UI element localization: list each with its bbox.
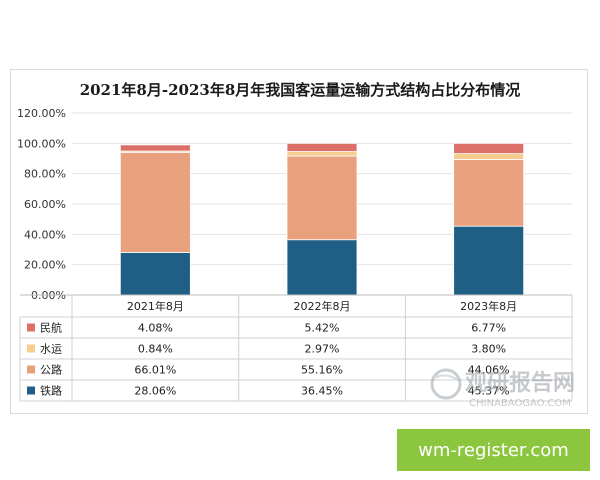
data-label: 4.08% [138, 322, 173, 335]
data-label: 44.06% [468, 364, 510, 377]
data-label: 55.16% [301, 364, 343, 377]
bar-segment [119, 144, 191, 152]
data-label: 45.37% [468, 385, 510, 398]
y-tick-label: 60.00% [24, 198, 66, 211]
legend-swatch [27, 344, 35, 353]
y-tick-label: 40.00% [24, 228, 66, 241]
legend-swatch [27, 323, 35, 332]
bar-segment [453, 158, 525, 227]
y-axis-ticks: 0.00%20.00%40.00%60.00%80.00%100.00%120.… [17, 107, 66, 302]
y-tick-label: 100.00% [17, 137, 66, 150]
series-name: 公路 [40, 364, 62, 377]
data-label: 36.45% [301, 385, 343, 398]
data-label: 2.97% [305, 343, 340, 356]
legend-swatch [27, 365, 35, 374]
watermark-banner: wm-register.com [397, 429, 590, 471]
watermark-logo-sub: CHINABAOGAO.COM [469, 398, 571, 409]
bar-segment [453, 225, 525, 296]
bars [119, 142, 525, 296]
bar-segment [119, 252, 191, 296]
data-label: 3.80% [471, 343, 506, 356]
series-name: 铁路 [40, 385, 62, 398]
bar-segment [453, 142, 525, 155]
series-name: 民航 [40, 321, 62, 335]
category-label: 2021年8月 [127, 299, 184, 313]
bar-segment [286, 239, 358, 296]
bar-segment [453, 153, 525, 160]
data-label: 0.84% [138, 343, 173, 356]
data-label: 6.77% [471, 322, 506, 335]
watermark-globe-icon [430, 368, 462, 400]
bar-segment [286, 155, 358, 241]
chart-title: 2021年8月-2023年8月年我国客运量运输方式结构占比分布情况 [80, 81, 521, 99]
data-label: 66.01% [134, 364, 176, 377]
category-label: 2022年8月 [294, 299, 351, 313]
y-tick-label: 120.00% [17, 107, 66, 120]
watermark-logo: 观研报告网 CHINABAOGAO.COM [430, 368, 575, 409]
watermark-banner-text: wm-register.com [418, 439, 569, 461]
data-label: 28.06% [134, 385, 176, 398]
series-name: 水运 [40, 343, 62, 356]
y-tick-label: 20.00% [24, 259, 66, 272]
bar-segment [286, 142, 358, 152]
data-label: 5.42% [305, 322, 340, 335]
bar-segment [119, 151, 191, 253]
watermark-logo-text: 观研报告网 [465, 371, 575, 396]
y-tick-label: 80.00% [24, 168, 66, 181]
bar-segment [286, 151, 358, 157]
legend-swatch [27, 386, 35, 395]
category-label: 2023年8月 [460, 299, 517, 313]
